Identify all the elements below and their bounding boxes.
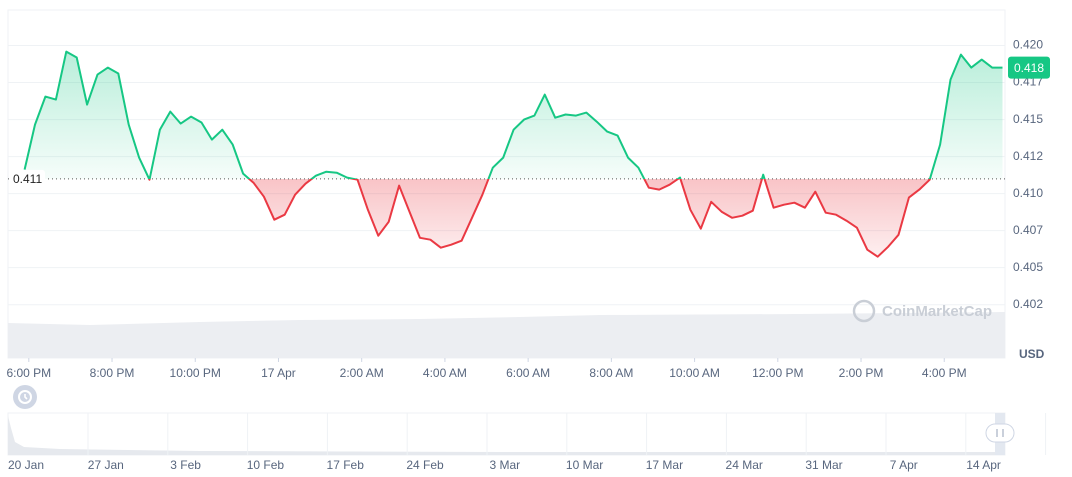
x-tick-label: 4:00 AM: [423, 366, 467, 380]
navigator-label: 10 Feb: [247, 458, 285, 472]
price-line: [23, 50, 1003, 258]
navigator-label: 27 Jan: [88, 458, 124, 472]
price-area: [24, 51, 1003, 257]
y-tick-label: 0.415: [1013, 112, 1043, 126]
navigator-handle[interactable]: [985, 423, 1015, 443]
navigator-series: [8, 416, 1005, 455]
history-button[interactable]: [13, 385, 37, 409]
y-tick-label: 0.405: [1013, 260, 1043, 274]
history-icon-hands: [24, 394, 28, 400]
x-tick-label: 17 Apr: [261, 366, 296, 380]
x-tick-label: 6:00 PM: [6, 366, 51, 380]
unit-label: USD: [1019, 347, 1045, 361]
baseline-label-bg: [9, 169, 45, 188]
y-tick-label: 0.420: [1013, 38, 1043, 52]
navigator-label: 24 Feb: [406, 458, 444, 472]
navigator-label: 17 Feb: [327, 458, 365, 472]
volume-area: [8, 312, 1005, 358]
y-tick-label: 0.407: [1013, 223, 1043, 237]
current-price-badge: [1008, 56, 1050, 79]
navigator-label: 7 Apr: [890, 458, 918, 472]
baseline-label: 0.411: [13, 172, 42, 186]
navigator-label: 31 Mar: [805, 458, 842, 472]
watermark-text: CoinMarketCap: [882, 303, 992, 320]
navigator-label: 20 Jan: [8, 458, 44, 472]
x-tick-label: 10:00 PM: [170, 366, 221, 380]
x-tick-label: 4:00 PM: [922, 366, 967, 380]
history-icon: [18, 390, 32, 404]
navigator-label: 10 Mar: [566, 458, 603, 472]
x-tick-label: 8:00 PM: [90, 366, 135, 380]
navigator-frame: [7, 412, 1006, 456]
plot: 0.411: [8, 50, 1005, 258]
navigator-label: 3 Feb: [170, 458, 201, 472]
y-tick-label: 0.412: [1013, 149, 1043, 163]
y-tick-label: 0.410: [1013, 186, 1043, 200]
x-tick-label: 2:00 PM: [839, 366, 884, 380]
navigator-label: 24 Mar: [726, 458, 763, 472]
watermark: CoinMarketCap: [852, 299, 992, 323]
navigator-handle-grip: [996, 429, 1004, 437]
x-tick-label: 8:00 AM: [589, 366, 633, 380]
x-tick-label: 2:00 AM: [340, 366, 384, 380]
x-tick-label: 10:00 AM: [669, 366, 720, 380]
navigator-label: 14 Apr: [966, 458, 1001, 472]
watermark-logo: [852, 299, 876, 323]
navigator: [7, 412, 1047, 456]
x-tick-label: 6:00 AM: [506, 366, 550, 380]
current-price-label: 0.418: [1014, 61, 1044, 75]
navigator-label: 17 Mar: [646, 458, 683, 472]
navigator-label: 3 Mar: [489, 458, 520, 472]
y-tick-label: 0.402: [1013, 297, 1043, 311]
x-tick-label: 12:00 PM: [752, 366, 803, 380]
